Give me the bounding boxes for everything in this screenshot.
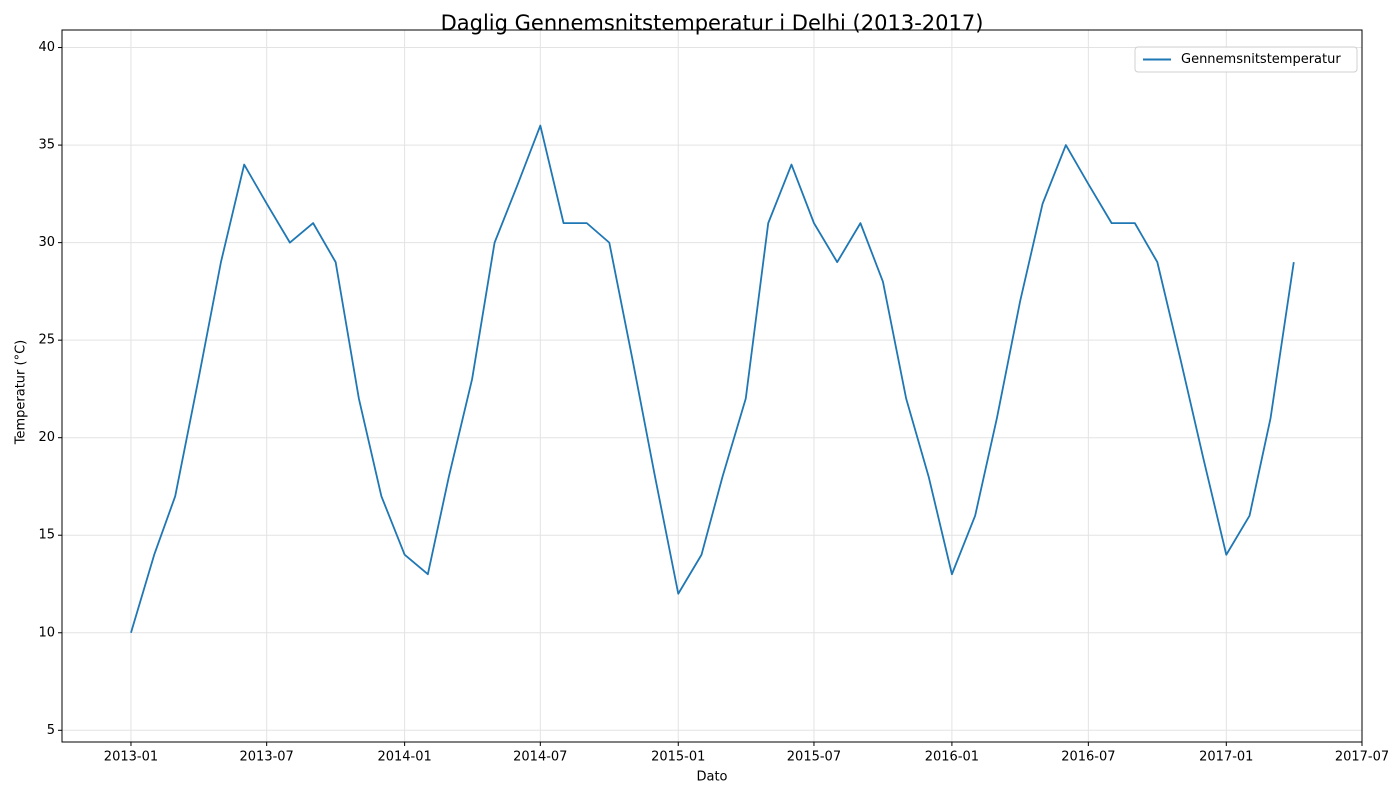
- plot-frame: [61, 29, 1363, 743]
- y-tick-label: 15: [38, 528, 55, 543]
- line-series: [130, 124, 1295, 634]
- x-tick-label: 2015-07: [787, 750, 841, 765]
- y-tick-label: 30: [38, 235, 55, 250]
- y-tick-label: 25: [38, 333, 55, 348]
- x-tick-label: 2015-01: [651, 750, 705, 765]
- x-tick-label: 2016-07: [1061, 750, 1115, 765]
- y-tick-label: 40: [38, 40, 55, 55]
- x-tick-label: 2016-01: [925, 750, 979, 765]
- x-tick-label: 2017-07: [1335, 750, 1389, 765]
- y-axis-label: Temperatur (°C): [14, 340, 29, 446]
- legend-label: Gennemsnitstemperatur: [1181, 52, 1341, 67]
- y-tick-label: 10: [38, 625, 55, 640]
- x-axis-label: Dato: [696, 770, 727, 785]
- y-tick-label: 35: [38, 138, 55, 153]
- x-tick-label: 2014-01: [377, 750, 431, 765]
- legend-box: [1134, 46, 1358, 73]
- x-tick-label: 2017-01: [1199, 750, 1253, 765]
- y-tick-label: 20: [38, 430, 55, 445]
- x-tick-label: 2014-07: [513, 750, 567, 765]
- y-tick-label: 5: [47, 723, 55, 738]
- x-tick-label: 2013-01: [104, 750, 158, 765]
- x-tick-label: 2013-07: [240, 750, 294, 765]
- chart-title: Daglig Gennemsnitstemperatur i Delhi (20…: [441, 11, 984, 35]
